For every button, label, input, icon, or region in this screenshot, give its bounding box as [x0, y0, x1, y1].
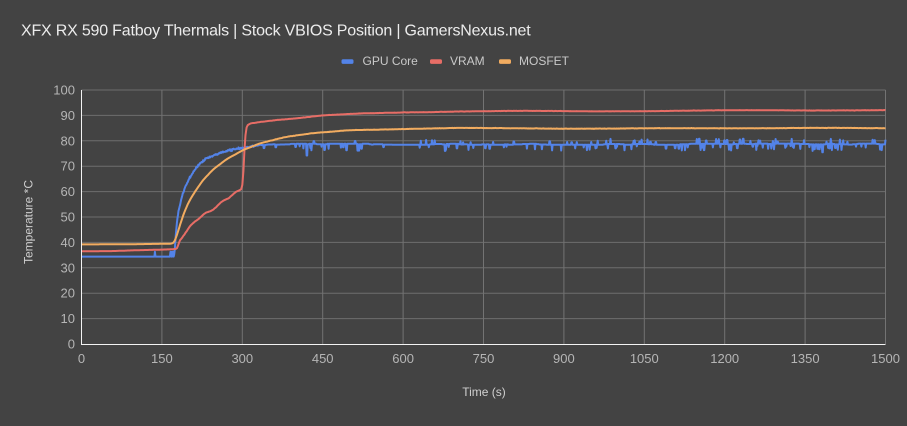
svg-text:30: 30	[61, 260, 75, 275]
svg-text:0: 0	[68, 337, 75, 352]
svg-text:XFX RX 590 Fatboy Thermals | S: XFX RX 590 Fatboy Thermals | Stock VBIOS…	[21, 23, 531, 40]
svg-text:Time (s): Time (s)	[462, 385, 506, 399]
svg-text:450: 450	[312, 351, 334, 366]
svg-text:90: 90	[61, 108, 75, 123]
svg-text:600: 600	[392, 351, 414, 366]
svg-text:100: 100	[53, 83, 75, 98]
svg-text:750: 750	[473, 351, 495, 366]
svg-text:Temperature *C: Temperature *C	[22, 180, 36, 264]
svg-text:1050: 1050	[630, 351, 659, 366]
svg-text:0: 0	[78, 351, 85, 366]
svg-text:900: 900	[553, 351, 575, 366]
svg-text:MOSFET: MOSFET	[519, 54, 570, 68]
svg-text:60: 60	[61, 184, 75, 199]
svg-text:150: 150	[151, 351, 173, 366]
svg-text:300: 300	[231, 351, 253, 366]
svg-text:VRAM: VRAM	[450, 54, 485, 68]
svg-text:40: 40	[61, 235, 75, 250]
svg-text:10: 10	[61, 311, 75, 326]
svg-text:50: 50	[61, 210, 75, 225]
svg-text:GPU Core: GPU Core	[363, 54, 419, 68]
svg-text:1350: 1350	[791, 351, 820, 366]
svg-text:20: 20	[61, 286, 75, 301]
svg-text:1500: 1500	[871, 351, 900, 366]
svg-text:1200: 1200	[710, 351, 739, 366]
svg-text:80: 80	[61, 133, 75, 148]
svg-text:70: 70	[61, 159, 75, 174]
